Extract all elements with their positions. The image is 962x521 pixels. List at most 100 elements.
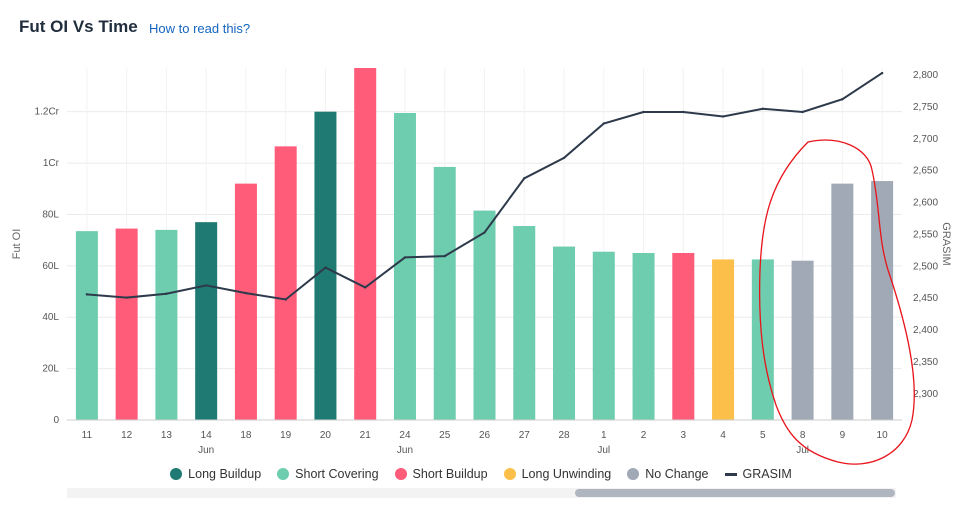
- grasim-price-point: [125, 296, 128, 299]
- chart-title: Fut OI Vs Time: [19, 17, 138, 36]
- legend-item[interactable]: No Change: [627, 467, 709, 481]
- grasim-price-point: [284, 298, 287, 301]
- oi-bar: [314, 111, 337, 420]
- oi-bar: [234, 183, 257, 420]
- grasim-price-point: [244, 291, 248, 295]
- oi-bar: [155, 229, 178, 420]
- grasim-price-point: [602, 122, 605, 125]
- oi-bar: [791, 260, 814, 420]
- oi-bar: [393, 112, 416, 420]
- y-left-tick-label: 80L: [42, 209, 59, 220]
- grasim-price-point: [364, 286, 367, 289]
- y-axis-right: 2,300 2,350 2,400 2,450 2,500 2,550 2,600 2,650…: [913, 70, 938, 400]
- y-right-tick-label: 2,350: [913, 357, 938, 368]
- y-right-tick-label: 2,800: [913, 70, 938, 81]
- grasim-price-point: [443, 254, 446, 258]
- y-left-tick-label: 0: [53, 415, 59, 426]
- y-axis-right-title: GRASIM: [940, 222, 952, 265]
- grasim-price-point: [483, 231, 486, 234]
- x-tick-label: 9: [840, 430, 846, 441]
- oi-bar: [632, 252, 655, 420]
- oi-bar: [513, 226, 536, 420]
- oi-bars: [75, 68, 894, 420]
- x-tick-label: 5: [760, 430, 766, 441]
- legend-label: Short Covering: [295, 467, 379, 481]
- chart-scrollbar-thumb[interactable]: [575, 489, 895, 497]
- y-left-tick-label: 60L: [42, 261, 59, 272]
- how-to-read-link[interactable]: How to read this?: [149, 21, 251, 36]
- chart-legend: Long Buildup Short Covering Short Buildup L…: [0, 467, 962, 481]
- y-right-tick-label: 2,700: [913, 134, 938, 145]
- legend-item[interactable]: Short Covering: [277, 467, 379, 481]
- legend-swatch: [394, 468, 407, 480]
- hand-drawn-circle-annotation: [759, 139, 915, 465]
- grasim-price-point: [761, 107, 765, 111]
- x-tick-label: 13: [161, 430, 173, 441]
- oi-bar: [473, 210, 496, 420]
- oi-bar: [712, 259, 735, 420]
- x-tick-label: 18: [240, 430, 252, 441]
- legend-label: Long Unwinding: [521, 467, 612, 481]
- y-left-tick-label: 1.2Cr: [35, 107, 60, 118]
- oi-bar: [672, 252, 695, 420]
- grasim-price-point: [880, 71, 884, 75]
- x-tick-label: 8: [800, 430, 806, 441]
- oi-bar: [75, 231, 98, 420]
- x-tick-label: 20: [320, 430, 332, 441]
- oi-bar: [274, 146, 297, 420]
- grasim-price-point: [324, 266, 327, 269]
- legend-swatch: [627, 468, 640, 480]
- legend-label: Short Buildup: [412, 467, 488, 481]
- x-tick-label: 12: [121, 430, 133, 441]
- legend-item[interactable]: Short Buildup: [394, 467, 488, 481]
- grasim-price-point: [721, 115, 725, 118]
- legend-swatch: [170, 468, 183, 480]
- x-month-label: Jul: [597, 445, 610, 456]
- grasim-price-point: [562, 156, 566, 160]
- grasim-price-point: [523, 177, 526, 180]
- x-tick-label: 21: [360, 430, 372, 441]
- grasim-price-point: [204, 284, 208, 287]
- legend-swatch: [277, 468, 290, 480]
- y-right-tick-label: 2,400: [913, 325, 938, 336]
- oi-bar: [553, 246, 576, 420]
- x-month-label: Jul: [796, 445, 809, 456]
- x-tick-label: 4: [720, 430, 726, 441]
- x-tick-label: 28: [558, 430, 570, 441]
- legend-swatch: [724, 472, 737, 476]
- grasim-price-point: [403, 256, 407, 259]
- price-line: [85, 71, 884, 301]
- y-right-tick-label: 2,550: [913, 229, 938, 240]
- x-tick-label: 1: [601, 430, 607, 441]
- grasim-price-point: [682, 110, 685, 114]
- legend-label: GRASIM: [742, 467, 792, 481]
- legend-item[interactable]: Long Buildup: [170, 467, 261, 481]
- chart-scrollbar-track[interactable]: [67, 488, 896, 498]
- oi-bar: [433, 166, 456, 420]
- grasim-price-point: [165, 292, 168, 295]
- x-tick-label: 24: [399, 430, 411, 441]
- y-left-tick-label: 1Cr: [43, 158, 60, 169]
- y-right-tick-label: 2,650: [913, 166, 938, 177]
- y-left-tick-label: 40L: [42, 312, 59, 323]
- y-right-tick-label: 2,750: [913, 102, 938, 113]
- grasim-price-point: [85, 293, 89, 296]
- x-tick-label: 3: [681, 430, 687, 441]
- x-tick-label: 2: [641, 430, 647, 441]
- oi-bar: [115, 228, 138, 420]
- y-left-tick-label: 20L: [42, 364, 59, 375]
- oi-bar: [195, 222, 218, 420]
- legend-item[interactable]: GRASIM: [724, 467, 792, 481]
- oi-bar: [871, 181, 894, 420]
- legend-item[interactable]: Long Unwinding: [503, 467, 612, 481]
- oi-bar: [592, 251, 615, 420]
- y-right-tick-label: 2,450: [913, 293, 938, 304]
- x-tick-label: 14: [201, 430, 213, 441]
- x-tick-label: 25: [439, 430, 451, 441]
- y-axis-left-title: Fut OI: [11, 229, 23, 260]
- legend-label: No Change: [645, 467, 709, 481]
- y-right-tick-label: 2,500: [913, 261, 938, 272]
- y-right-tick-label: 2,600: [913, 198, 938, 209]
- oi-bar: [354, 68, 377, 420]
